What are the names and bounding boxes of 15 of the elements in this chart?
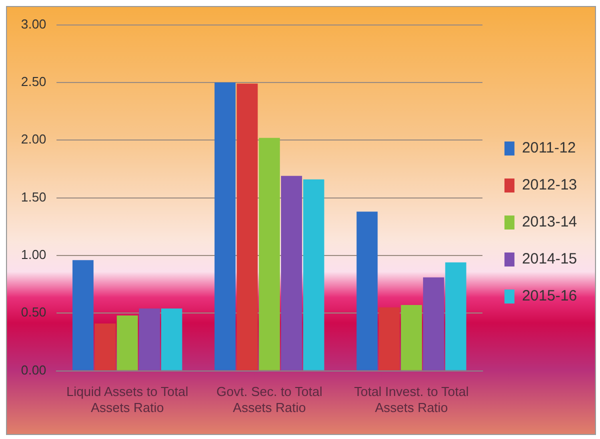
x-tick-label: Total Invest. to Total Assets Ratio <box>354 384 469 415</box>
y-tick-label: 1.50 <box>20 189 46 204</box>
legend-label: 2011-12 <box>522 140 576 157</box>
x-tick-label: Govt. Sec. to Total Assets Ratio <box>216 384 322 415</box>
y-tick-label: 2.50 <box>20 74 46 90</box>
y-tick-label: 2.00 <box>20 132 46 147</box>
legend-label: 2013-14 <box>522 214 578 231</box>
y-tick-label: 1.00 <box>20 247 46 262</box>
y-tick-label: 0.50 <box>20 304 46 320</box>
y-tick-label: 3.00 <box>20 16 46 32</box>
x-tick-label: Liquid Assets to Total Assets Ratio <box>66 384 188 415</box>
legend-label: 2014-15 <box>522 250 578 268</box>
y-tick-label: 0.00 <box>20 362 46 378</box>
legend-label: 2012-13 <box>522 176 578 194</box>
legend-label: 2015-16 <box>522 288 578 305</box>
